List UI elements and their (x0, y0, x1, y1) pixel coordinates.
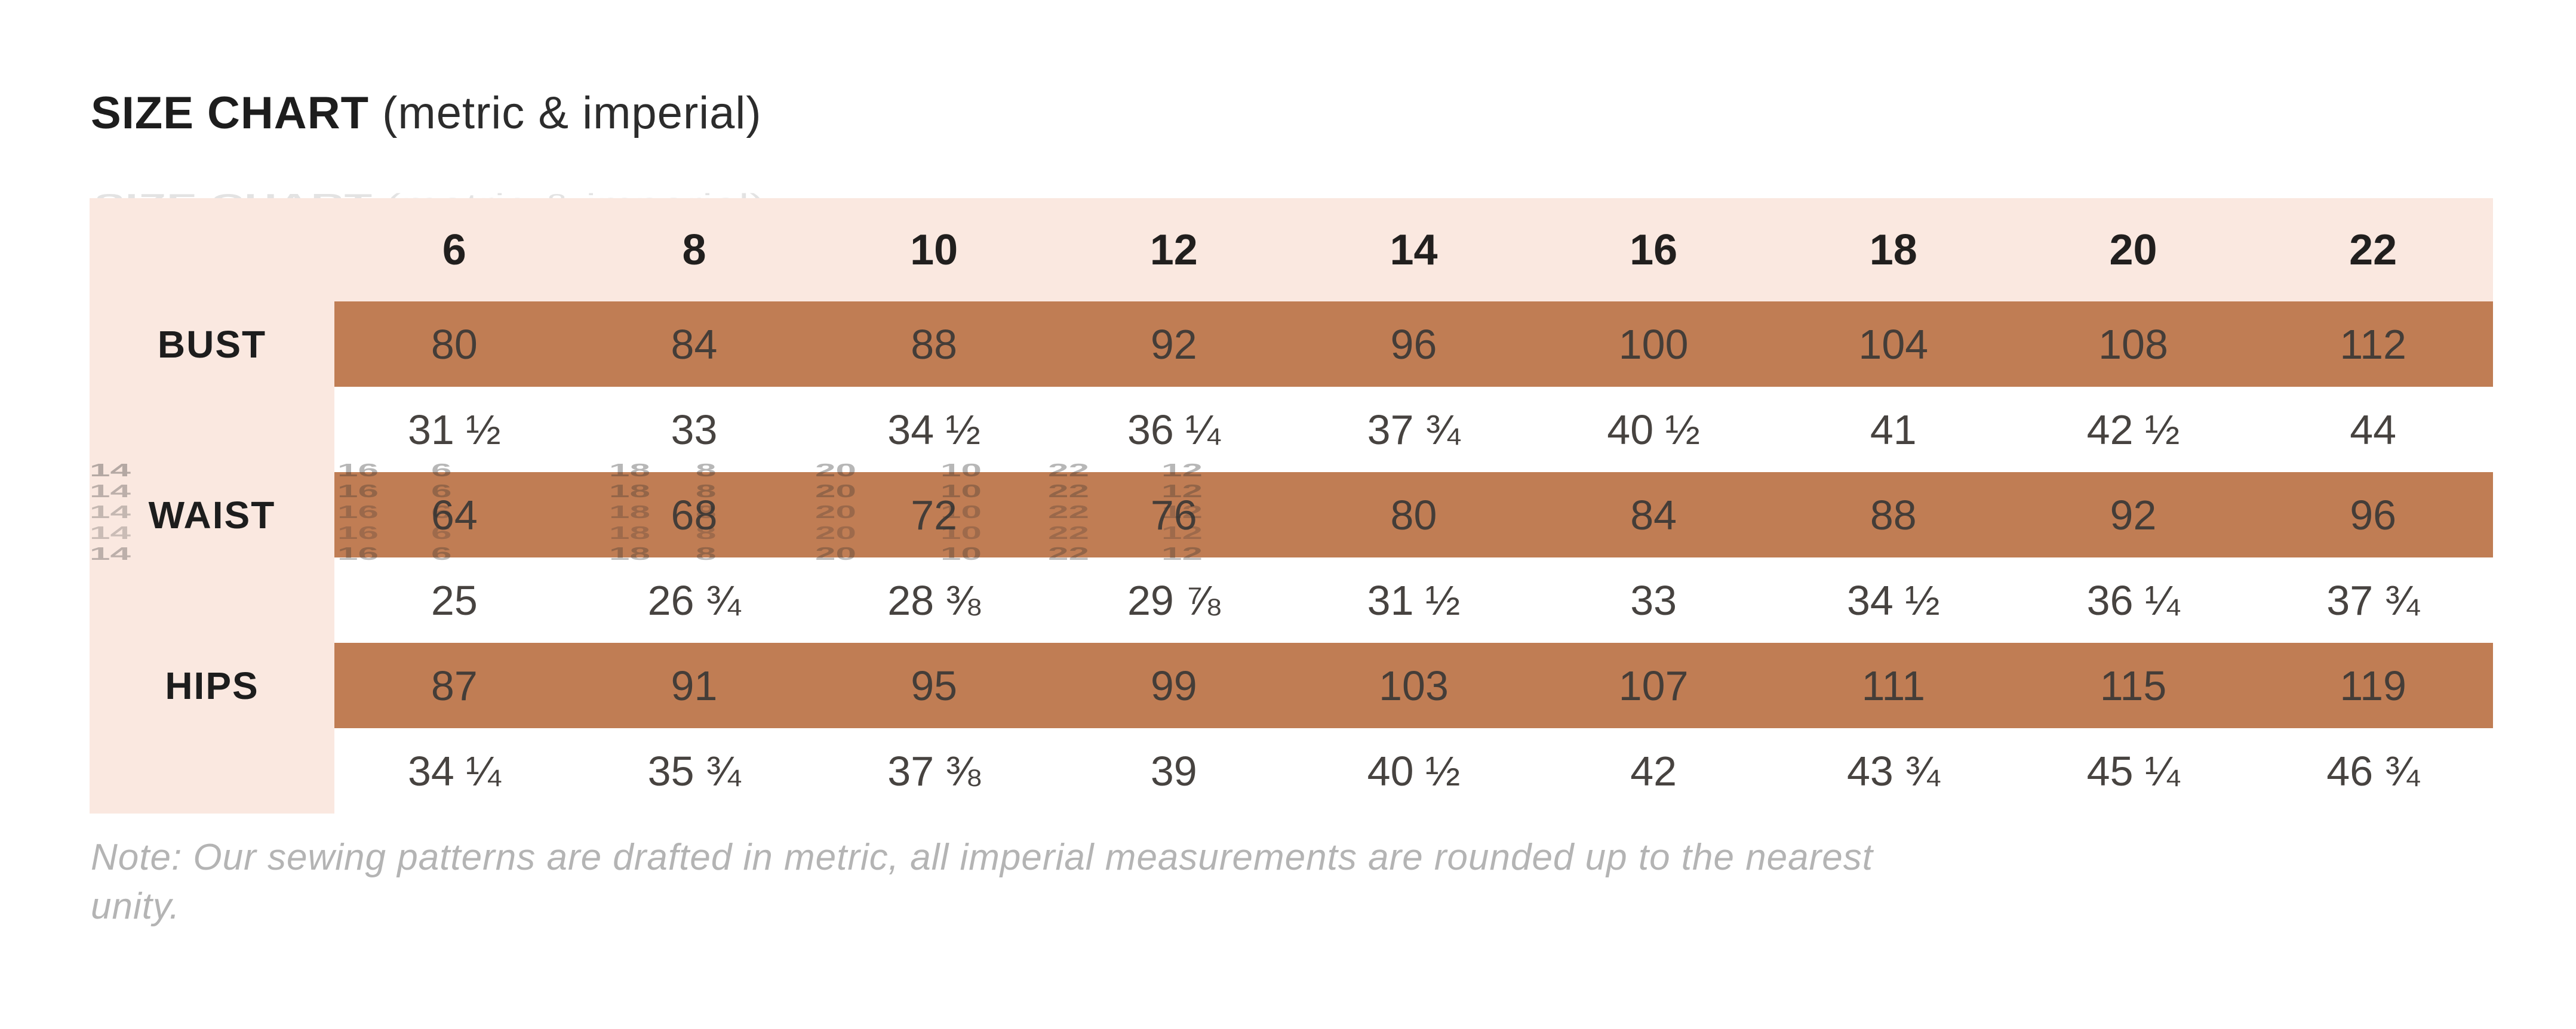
size-column-header: 6 (334, 198, 574, 301)
imperial-value-cell: 40 ½ (1293, 728, 1534, 814)
metric-value-cell: 96 (1293, 301, 1534, 387)
imperial-value-cell: 42 (1533, 728, 1773, 814)
note-line-2: unity. (91, 885, 180, 927)
metric-value-cell: 108 (2013, 301, 2254, 387)
size-column-header: 8 (574, 198, 814, 301)
imperial-value-cell: 29 ⅞ (1053, 557, 1294, 643)
imperial-value-cell: 36 ¼ (1053, 387, 1294, 472)
row-label-text: HIPS (165, 664, 259, 707)
size-column-header: 20 (2013, 198, 2254, 301)
metric-value-cell: 112 (2253, 301, 2493, 387)
metric-value-cell: 72 (814, 472, 1054, 557)
imperial-value-cell: 41 (1773, 387, 2014, 472)
metric-value-cell: 103 (1293, 643, 1534, 728)
note-line-1: Note: Our sewing patterns are drafted in… (91, 837, 1874, 878)
imperial-value-cell: 36 ¼ (2013, 557, 2254, 643)
imperial-value-cell: 44 (2253, 387, 2493, 472)
imperial-value-cell: 31 ½ (334, 387, 574, 472)
metric-value-cell: 91 (574, 643, 814, 728)
metric-value-cell: 87 (334, 643, 574, 728)
imperial-value-cell: 40 ½ (1533, 387, 1773, 472)
row-label-bust: BUST (90, 301, 334, 472)
imperial-value-cell: 34 ½ (1773, 557, 2014, 643)
metric-value-cell: 119 (2253, 643, 2493, 728)
note-text: Note: Our sewing patterns are drafted in… (91, 833, 2479, 931)
size-column-header: 10 (814, 198, 1054, 301)
metric-value-cell: 80 (1293, 472, 1534, 557)
metric-value-cell: 84 (1533, 472, 1773, 557)
row-label-text: BUST (157, 322, 267, 366)
size-column-header: 14 (1293, 198, 1534, 301)
imperial-value-cell: 35 ¾ (574, 728, 814, 814)
imperial-value-cell: 28 ⅜ (814, 557, 1054, 643)
imperial-value-cell: 31 ½ (1293, 557, 1534, 643)
size-column-header: 16 (1533, 198, 1773, 301)
metric-value-cell: 80 (334, 301, 574, 387)
metric-value-cell: 99 (1053, 643, 1294, 728)
metric-value-cell: 115 (2013, 643, 2254, 728)
metric-value-cell: 64 (334, 472, 574, 557)
imperial-value-cell: 34 ¼ (334, 728, 574, 814)
imperial-value-cell: 33 (574, 387, 814, 472)
metric-value-cell: 96 (2253, 472, 2493, 557)
size-column-header: 12 (1053, 198, 1294, 301)
metric-value-cell: 111 (1773, 643, 2014, 728)
metric-value-cell: 95 (814, 643, 1054, 728)
imperial-value-cell: 45 ¼ (2013, 728, 2254, 814)
metric-value-cell: 84 (574, 301, 814, 387)
metric-value-cell: 88 (814, 301, 1054, 387)
imperial-value-cell: 26 ¾ (574, 557, 814, 643)
metric-value-cell: 104 (1773, 301, 2014, 387)
imperial-value-cell: 39 (1053, 728, 1294, 814)
metric-value-cell: 100 (1533, 301, 1773, 387)
page-title-subtitle: (metric & imperial) (369, 88, 762, 138)
metric-value-cell: 107 (1533, 643, 1773, 728)
metric-value-cell: 68 (574, 472, 814, 557)
imperial-value-cell: 42 ½ (2013, 387, 2254, 472)
page-title: SIZE CHART (metric & imperial) (91, 87, 762, 139)
imperial-value-cell: 37 ¾ (1293, 387, 1534, 472)
imperial-value-cell: 33 (1533, 557, 1773, 643)
metric-value-cell: 92 (1053, 301, 1294, 387)
imperial-value-cell: 37 ⅜ (814, 728, 1054, 814)
row-label-hips: HIPS (90, 643, 334, 814)
imperial-value-cell: 25 (334, 557, 574, 643)
size-column-header: 22 (2253, 198, 2493, 301)
imperial-value-cell: 46 ¾ (2253, 728, 2493, 814)
table-corner-cell (90, 198, 334, 301)
row-label-text: WAIST (148, 493, 276, 537)
page-title-bold: SIZE CHART (91, 88, 369, 138)
metric-value-cell: 76 (1053, 472, 1294, 557)
row-label-waist: WAIST (90, 472, 334, 643)
imperial-value-cell: 37 ¾ (2253, 557, 2493, 643)
size-chart-table: 6 8 10 12 14 16 18 20 22 BUST 80 84 88 92 96 100 104 108 1… (90, 198, 2493, 814)
imperial-value-cell: 43 ¾ (1773, 728, 2014, 814)
imperial-value-cell: 34 ½ (814, 387, 1054, 472)
metric-value-cell: 88 (1773, 472, 2014, 557)
metric-value-cell: 92 (2013, 472, 2254, 557)
size-column-header: 18 (1773, 198, 2014, 301)
